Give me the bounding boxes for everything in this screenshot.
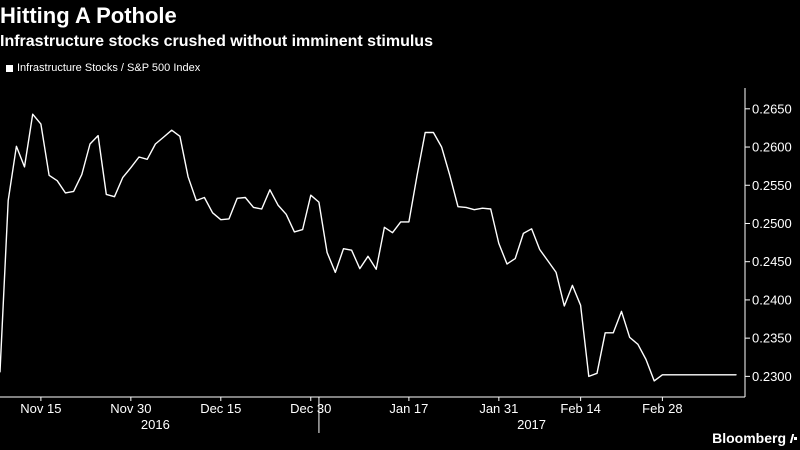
legend-label: Infrastructure Stocks / S&P 500 Index: [17, 62, 201, 74]
plot-area: 0.2300 0.2350 0.2400 0.2450 0.2500 0.2550 0.26…: [0, 88, 792, 433]
bloomberg-mark-icon: [789, 434, 798, 443]
x-tick-label: Nov 15: [20, 401, 61, 416]
chart-subtitle: Infrastructure stocks crushed without im…: [0, 33, 433, 50]
y-tick-label: 0.2550: [752, 178, 792, 193]
year-label: 2017: [517, 417, 546, 432]
series-line: [0, 113, 737, 382]
x-tick-label: Jan 17: [389, 401, 428, 416]
y-tick-label: 0.2600: [752, 140, 792, 155]
legend-swatch-icon: [6, 64, 13, 72]
legend: Infrastructure Stocks / S&P 500 Index: [6, 61, 200, 75]
y-tick-label: 0.2400: [752, 292, 792, 307]
bloomberg-logo: Bloomberg: [712, 430, 798, 446]
x-tick-label: Dec 15: [200, 401, 241, 416]
x-tick-label: Feb 28: [642, 401, 682, 416]
x-tick-label: Nov 30: [110, 401, 151, 416]
y-tick-label: 0.2350: [752, 331, 792, 346]
brand-name: Bloomberg: [712, 430, 786, 446]
y-tick-label: 0.2500: [752, 216, 792, 231]
x-tick-label: Feb 14: [560, 401, 600, 416]
y-tick-label: 0.2650: [752, 101, 792, 116]
y-tick-label: 0.2450: [752, 254, 792, 269]
x-tick-label: Jan 31: [479, 401, 518, 416]
chart-title: Hitting A Pothole: [0, 3, 177, 28]
x-tick-label: Dec 30: [290, 401, 331, 416]
y-tick-label: 0.2300: [752, 369, 792, 384]
year-label: 2016: [141, 417, 170, 432]
